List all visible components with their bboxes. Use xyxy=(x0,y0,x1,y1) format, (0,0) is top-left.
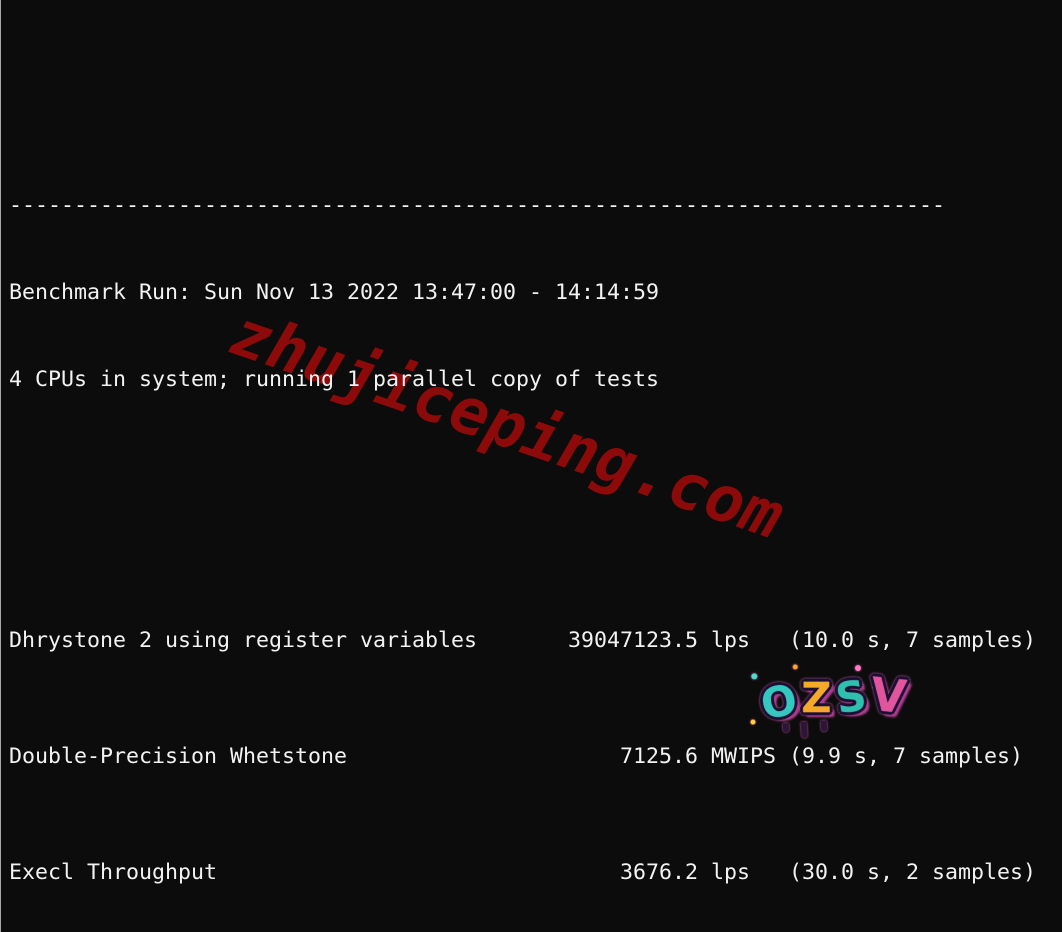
benchmark-run-line: Benchmark Run: Sun Nov 13 2022 13:47:00 … xyxy=(9,280,660,305)
benchmark-samples-note: (30.0 s, 2 samples) xyxy=(789,860,1037,885)
graffiti-letter: Z xyxy=(801,673,827,723)
blank-line xyxy=(9,452,1062,481)
benchmark-value: 39047123.5 xyxy=(568,628,699,653)
graffiti-letter: V xyxy=(868,666,905,724)
benchmark-samples-note: (10.0 s, 7 samples) xyxy=(789,628,1037,653)
benchmark-result-row: Dhrystone 2 using register variables 390… xyxy=(9,626,1062,655)
benchmark-value: 3676.2 xyxy=(620,860,699,885)
graffiti-drip xyxy=(800,721,808,739)
cpu-info-line: 4 CPUs in system; running 1 parallel cop… xyxy=(9,367,660,392)
benchmark-unit: lps xyxy=(711,860,751,885)
graffiti-letters: O Z S V xyxy=(756,666,905,730)
benchmark-label: Double-Precision Whetstone xyxy=(9,744,348,769)
benchmark-unit: lps xyxy=(711,628,751,653)
graffiti-letter: S xyxy=(832,671,866,724)
separator-dashes: ----------------------------------------… xyxy=(9,193,946,218)
benchmark-label: Dhrystone 2 using register variables xyxy=(9,628,478,653)
benchmark-result-row: Execl Throughput 3676.2 lps (30.0 s, 2 s… xyxy=(9,858,1062,887)
terminal-output: ----------------------------------------… xyxy=(1,133,1062,932)
benchmark-unit: MWIPS xyxy=(711,744,777,769)
results-section: Dhrystone 2 using register variables 390… xyxy=(9,568,1062,932)
benchmark-label: Execl Throughput xyxy=(9,860,218,885)
graffiti-letter: O xyxy=(756,675,797,730)
graffiti-watermark: O Z S V xyxy=(750,664,905,739)
benchmark-samples-note: (9.9 s, 7 samples) xyxy=(789,744,1024,769)
benchmark-value: 7125.6 xyxy=(620,744,699,769)
benchmark-result-row: Double-Precision Whetstone 7125.6 MWIPS … xyxy=(9,742,1062,771)
